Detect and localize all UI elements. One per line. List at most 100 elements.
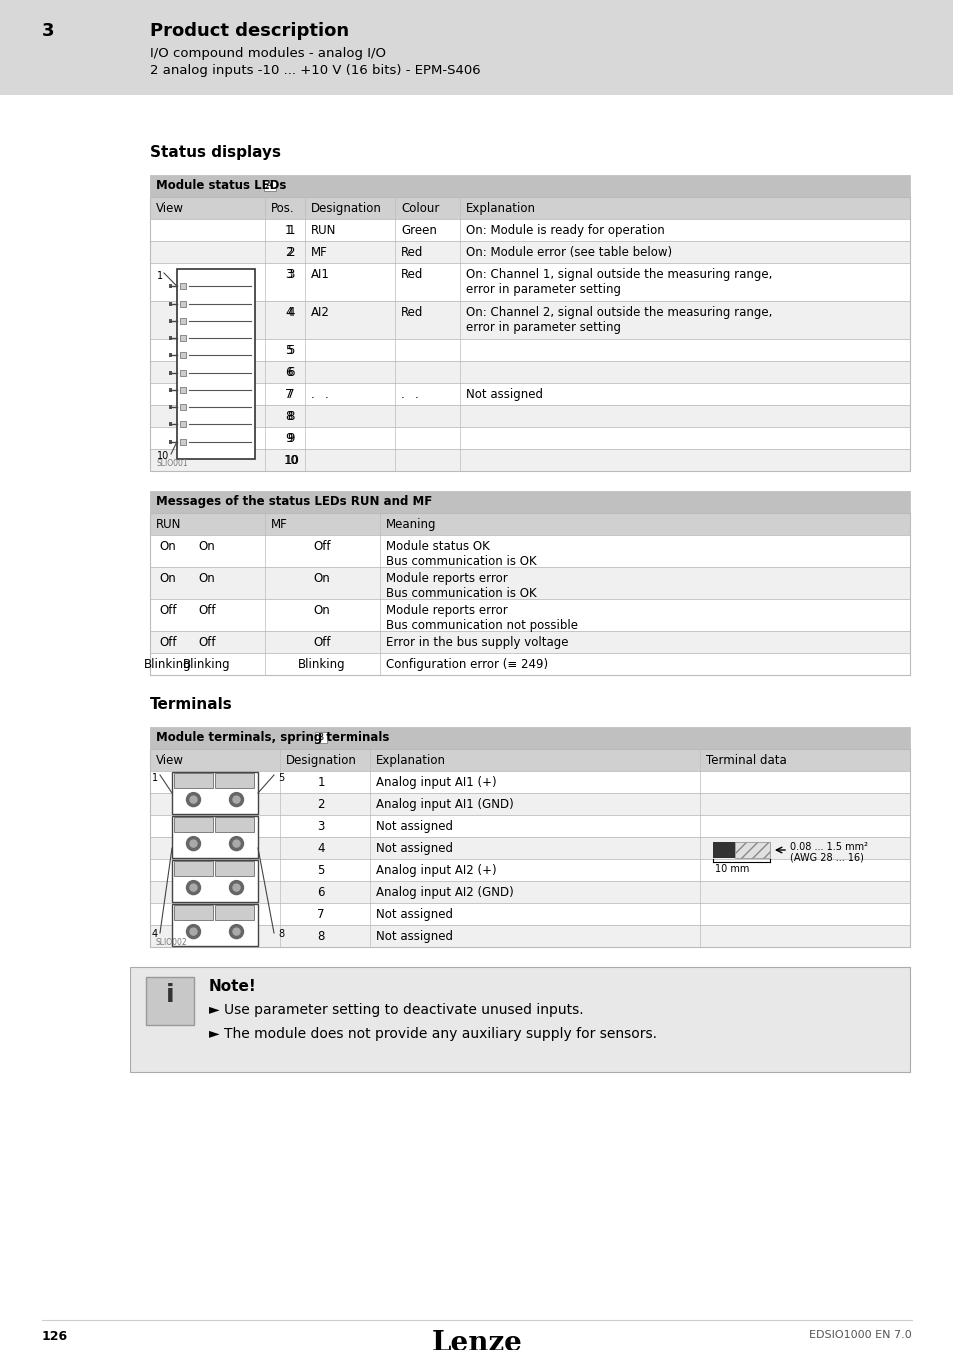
Text: 7: 7 [285, 387, 293, 401]
Bar [150, 301, 909, 339]
Bar [180, 352, 186, 358]
Text: I/O compound modules - analog I/O: I/O compound modules - analog I/O [150, 47, 386, 59]
Text: 5: 5 [285, 344, 292, 356]
Text: Red: Red [400, 306, 423, 319]
Text: 10 mm: 10 mm [714, 864, 749, 873]
Circle shape [233, 884, 240, 891]
Text: Terminals: Terminals [150, 697, 233, 711]
Bar [150, 263, 909, 301]
Bar [146, 977, 193, 1025]
Bar [173, 904, 213, 921]
Bar [169, 440, 172, 444]
Text: Colour: Colour [400, 202, 439, 215]
Bar [264, 180, 275, 190]
Bar [173, 817, 213, 833]
Text: Not assigned: Not assigned [375, 819, 453, 833]
Text: Module terminals, spring terminals: Module terminals, spring terminals [156, 730, 389, 744]
Bar [150, 599, 909, 630]
Text: On: Module error (see table below): On: Module error (see table below) [465, 246, 672, 259]
Text: i: i [166, 983, 174, 1007]
Bar [169, 285, 172, 289]
Text: View: View [156, 202, 184, 215]
Text: On: Module is ready for operation: On: Module is ready for operation [465, 224, 664, 238]
Text: Off: Off [198, 603, 215, 617]
Circle shape [190, 927, 196, 936]
Bar [150, 815, 909, 837]
Text: 7: 7 [317, 909, 325, 921]
Text: Analog input AI1 (+): Analog input AI1 (+) [375, 776, 497, 788]
Text: 5: 5 [287, 344, 294, 356]
Text: 9: 9 [287, 432, 294, 446]
Bar [180, 317, 186, 324]
Text: ► Use parameter setting to deactivate unused inputs.: ► Use parameter setting to deactivate un… [209, 1003, 583, 1017]
Circle shape [186, 792, 200, 806]
Bar [150, 749, 909, 771]
Text: AI1: AI1 [311, 269, 330, 281]
Text: 4: 4 [287, 306, 294, 319]
Text: Red: Red [400, 269, 423, 281]
Text: Green: Green [400, 224, 436, 238]
Text: Lenze: Lenze [431, 1330, 522, 1350]
Text: Meaning: Meaning [386, 518, 436, 531]
Circle shape [186, 880, 200, 895]
Text: Module reports error
Bus communication is OK: Module reports error Bus communication i… [386, 572, 536, 599]
Text: Explanation: Explanation [465, 202, 536, 215]
Text: Note!: Note! [209, 979, 256, 994]
Text: Off: Off [313, 636, 331, 649]
Text: SLIO002: SLIO002 [156, 938, 188, 946]
Text: Analog input AI1 (GND): Analog input AI1 (GND) [375, 798, 514, 811]
Text: 10: 10 [283, 454, 298, 467]
Bar [150, 567, 909, 599]
Bar [314, 732, 327, 742]
Bar [172, 904, 257, 946]
Bar [150, 242, 909, 263]
Bar [150, 749, 909, 946]
Bar [150, 771, 909, 792]
Circle shape [230, 792, 243, 806]
Text: 1: 1 [317, 776, 325, 788]
Text: Designation: Designation [311, 202, 381, 215]
Text: 6: 6 [287, 366, 294, 379]
Text: Pos.: Pos. [271, 202, 294, 215]
Text: 8: 8 [317, 930, 325, 944]
Text: .: . [325, 387, 329, 401]
Text: On: On [159, 572, 176, 585]
Text: B: B [316, 733, 323, 743]
Text: 1: 1 [152, 774, 158, 783]
Bar [172, 860, 257, 902]
Text: 9: 9 [285, 432, 293, 446]
Bar [150, 197, 909, 471]
Text: Terminal data: Terminal data [705, 755, 786, 767]
Text: A: A [266, 181, 272, 190]
Text: 0.08 ... 1.5 mm²: 0.08 ... 1.5 mm² [789, 842, 867, 852]
Bar [214, 904, 253, 921]
Text: .: . [415, 387, 418, 401]
Bar [150, 653, 909, 675]
Bar [169, 405, 172, 409]
Text: On: Channel 2, signal outside the measuring range,
error in parameter setting: On: Channel 2, signal outside the measur… [465, 306, 772, 333]
Text: Off: Off [313, 540, 331, 553]
Bar [173, 861, 213, 876]
Bar [172, 815, 257, 859]
Text: MF: MF [311, 246, 328, 259]
Text: On: On [314, 603, 330, 617]
Bar [169, 354, 172, 358]
Bar [169, 387, 172, 392]
Text: Not assigned: Not assigned [375, 909, 453, 921]
Text: On: On [198, 540, 215, 553]
Text: Not assigned: Not assigned [375, 930, 453, 944]
Bar [180, 301, 186, 306]
Text: 126: 126 [42, 1330, 68, 1343]
Bar [712, 842, 734, 859]
Circle shape [190, 884, 196, 891]
Text: 5: 5 [317, 864, 325, 878]
Text: Not assigned: Not assigned [375, 842, 453, 855]
Text: 1: 1 [287, 224, 294, 238]
Text: 2: 2 [285, 246, 293, 259]
Bar [180, 404, 186, 410]
Text: Off: Off [198, 636, 215, 649]
Bar [150, 219, 909, 242]
Text: Product description: Product description [150, 22, 349, 40]
Bar [180, 370, 186, 375]
Text: Blinking: Blinking [183, 657, 231, 671]
